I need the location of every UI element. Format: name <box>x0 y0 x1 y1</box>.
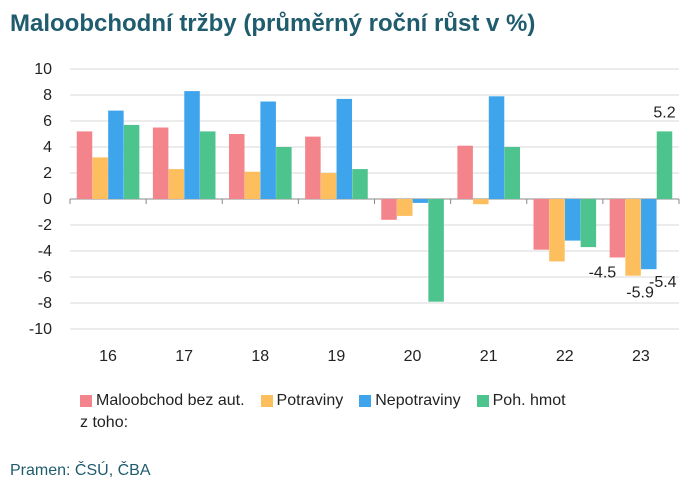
data-label: -5.4 <box>649 274 677 291</box>
legend-item: Potraviny <box>260 392 344 410</box>
bar <box>457 145 473 199</box>
bar <box>533 199 550 250</box>
y-tick-label: -10 <box>29 321 52 338</box>
bar <box>108 110 124 199</box>
y-tick-label: 2 <box>43 165 52 182</box>
bar <box>244 171 261 199</box>
data-label: 5.2 <box>653 104 675 121</box>
y-tick-label: 10 <box>34 61 52 78</box>
bar <box>428 199 444 302</box>
x-tick-label: 22 <box>556 348 574 365</box>
bar <box>168 169 185 199</box>
legend-swatch <box>476 395 489 407</box>
bar <box>381 199 397 220</box>
y-tick-label: -8 <box>38 295 52 312</box>
x-tick-label: 18 <box>251 348 269 365</box>
bar <box>412 199 429 203</box>
legend-item: Poh. hmot <box>476 392 566 410</box>
bar <box>625 199 641 276</box>
bar <box>152 127 169 199</box>
bar <box>305 136 321 199</box>
bar <box>488 96 505 199</box>
y-tick-label: -4 <box>38 243 52 260</box>
bar <box>276 147 292 199</box>
y-tick-label: 0 <box>43 191 52 208</box>
bar <box>76 131 93 199</box>
x-tick-label: 20 <box>404 348 422 365</box>
bar <box>504 147 520 199</box>
bar <box>199 131 216 199</box>
y-tick-label: -2 <box>38 217 52 234</box>
chart-title: Maloobchodní tržby (průměrný roční růst … <box>10 10 536 37</box>
y-tick-label: 8 <box>43 87 52 104</box>
bar <box>336 98 353 199</box>
y-tick-label: 4 <box>43 139 52 156</box>
bar <box>123 124 140 199</box>
data-label: -4.5 <box>589 265 617 282</box>
bar <box>184 91 200 199</box>
legend-item: Maloobchod bez aut. <box>80 392 245 410</box>
bar <box>656 131 673 199</box>
bar <box>396 199 413 216</box>
x-tick-label: 19 <box>328 348 346 365</box>
bar <box>641 199 657 270</box>
legend-label: Maloobchod bez aut. <box>96 392 245 409</box>
bar <box>320 173 337 199</box>
bar <box>564 199 581 241</box>
legend-label: Poh. hmot <box>492 392 566 409</box>
legend-label: Potraviny <box>276 392 344 409</box>
bar <box>352 169 368 199</box>
legend-label: Nepotraviny <box>375 392 461 409</box>
bar <box>549 199 565 262</box>
bar <box>229 134 245 199</box>
bar <box>260 101 276 199</box>
bar <box>580 199 597 248</box>
bar <box>473 199 489 205</box>
x-tick-label: 17 <box>175 348 193 365</box>
legend: Maloobchod bez aut. Potraviny Nepotraviny P… <box>80 391 680 433</box>
data-label: -5.9 <box>626 285 654 302</box>
legend-item: Nepotraviny <box>359 392 461 410</box>
legend-swatch <box>80 395 92 407</box>
legend-row: Maloobchod bez aut. Potraviny Nepotraviny P… <box>80 391 680 411</box>
legend-note: z toho: <box>80 414 129 431</box>
x-tick-label: 23 <box>632 348 650 365</box>
y-tick-label: -6 <box>38 269 52 286</box>
legend-swatch <box>359 395 372 407</box>
y-tick-label: 6 <box>43 113 52 130</box>
legend-swatch <box>260 395 273 407</box>
source-note: Pramen: ČSÚ, ČBA <box>10 462 151 479</box>
bar <box>92 157 108 199</box>
bar <box>609 199 626 258</box>
x-tick-label: 16 <box>99 348 117 365</box>
x-tick-label: 21 <box>480 348 498 365</box>
